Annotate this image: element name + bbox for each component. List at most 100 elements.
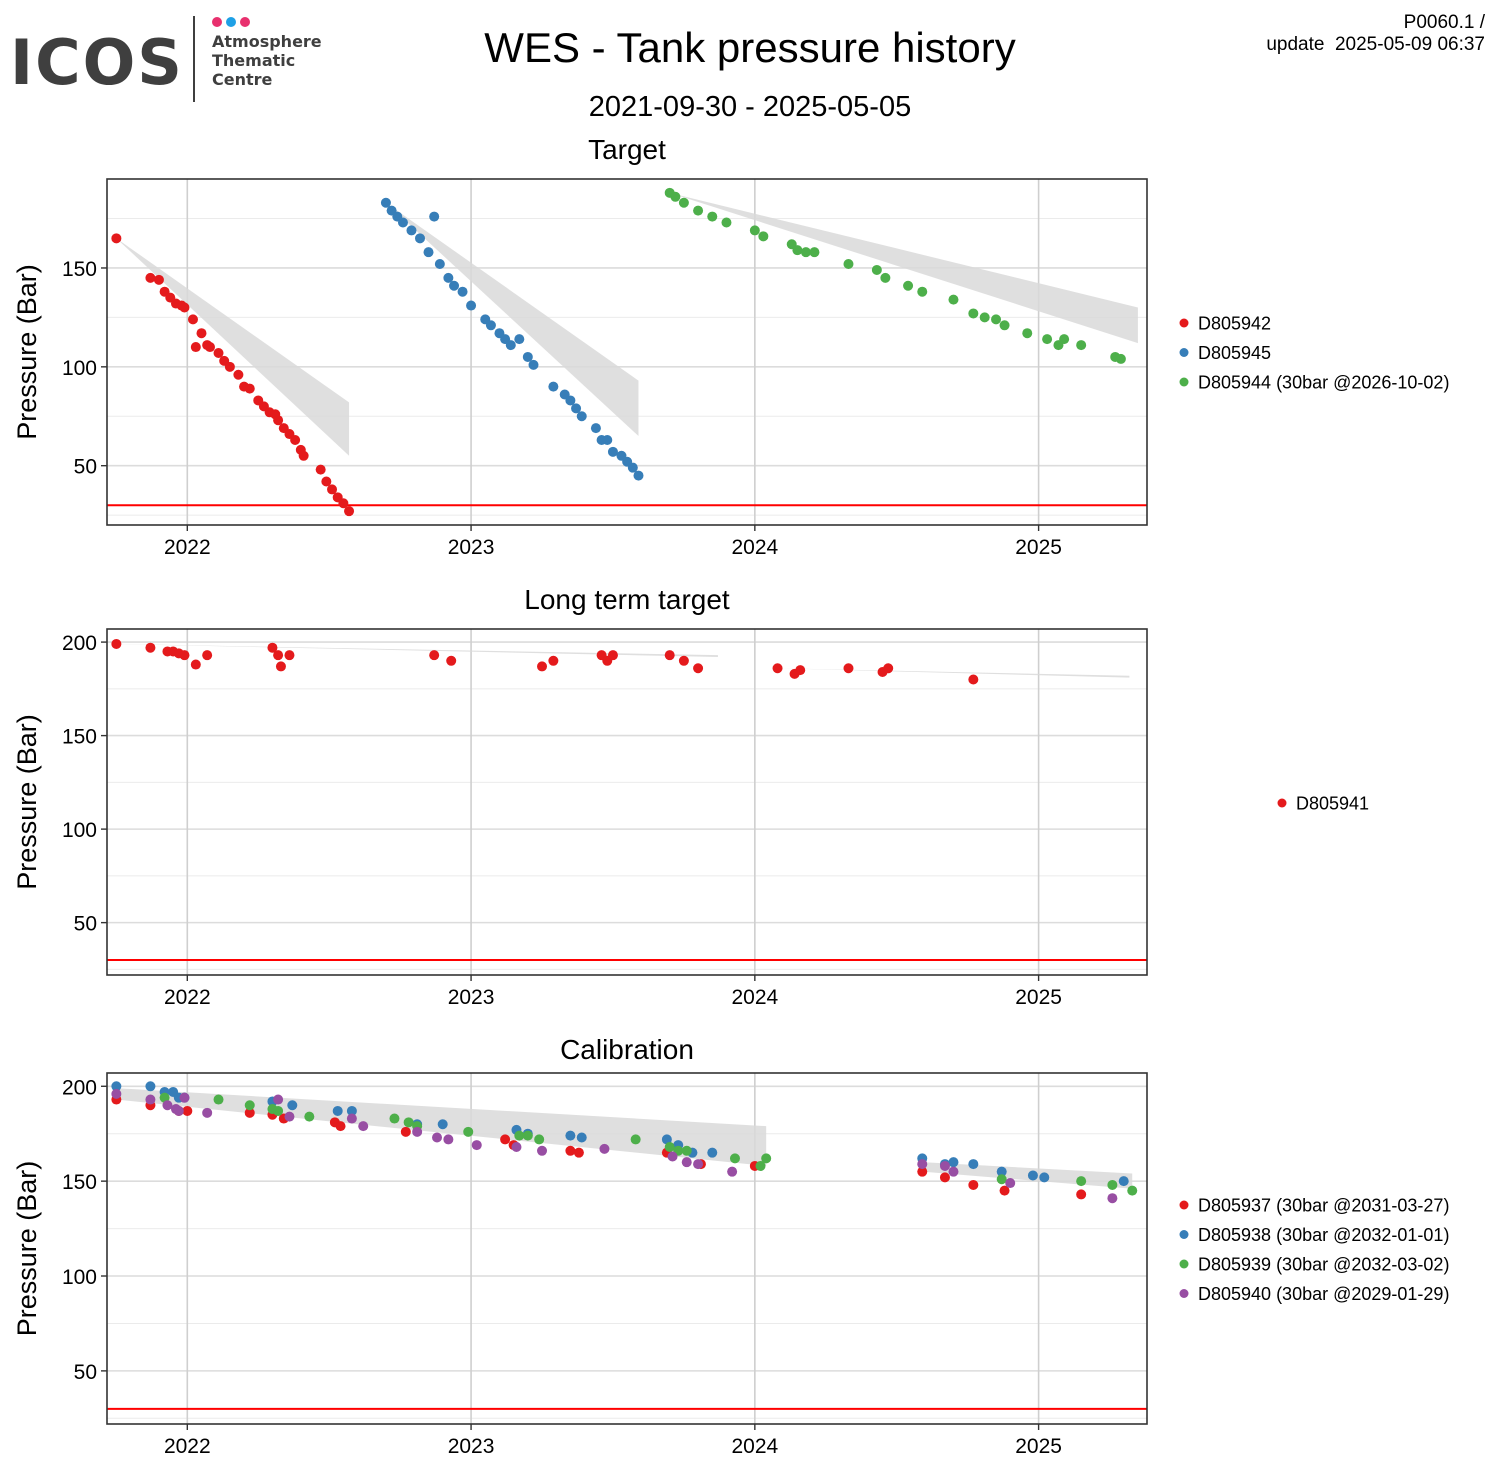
panel-1-point-d805942	[179, 302, 190, 313]
panel-3-point-d805940-30bar-2029-01-29	[162, 1100, 173, 1111]
panel-1-point-d805945	[607, 446, 618, 457]
panel-1-point-d805944-30bar-2026-10-02	[843, 259, 854, 270]
panel-2-point-d805941	[111, 638, 122, 649]
panel-1-point-d805945	[449, 280, 460, 291]
panel-1-series-d805944-30bar-2026-10-02	[664, 187, 1126, 364]
panel-3-point-d805939-30bar-2032-03-02	[304, 1111, 315, 1122]
panel-3-point-d805937-30bar-2031-03-27	[1076, 1189, 1087, 1200]
panel-1-point-d805944-30bar-2026-10-02	[670, 191, 681, 202]
panel-3-point-d805939-30bar-2032-03-02	[755, 1160, 766, 1171]
panel-2-x-tick-label: 2024	[731, 986, 778, 1009]
panel-1-point-d805945	[627, 462, 638, 473]
panel-3-point-d805937-30bar-2031-03-27	[968, 1179, 979, 1190]
panel-3-point-d805939-30bar-2032-03-02	[522, 1130, 533, 1141]
panel-3-point-d805940-30bar-2029-01-29	[599, 1143, 610, 1154]
panel-3-x-tick-label: 2024	[731, 1435, 778, 1458]
panel-3-point-d805940-30bar-2029-01-29	[273, 1094, 284, 1105]
panel-2-point-d805941	[179, 650, 190, 661]
panel-1-point-d805944-30bar-2026-10-02	[917, 286, 928, 297]
panel-1-point-d805942	[273, 415, 284, 426]
panel-3-point-d805938-30bar-2032-01-01	[1118, 1176, 1129, 1187]
panel-1-point-d805945	[485, 320, 496, 331]
panel-3-legend-key-d805937-30bar-2031-03-27	[1179, 1200, 1189, 1210]
panel-2-y-tick-label: 200	[62, 632, 97, 655]
panel-1-point-d805942	[190, 342, 201, 353]
panel-3-y-axis-label: Pressure (Bar)	[12, 1161, 42, 1337]
logo-sub-2: Thematic	[212, 51, 295, 70]
panel-3-point-d805940-30bar-2029-01-29	[412, 1126, 423, 1137]
panel-1-point-d805942	[290, 434, 301, 445]
panel-2-point-d805941	[883, 663, 894, 674]
panel-1-point-d805944-30bar-2026-10-02	[991, 314, 1002, 325]
panel-3-point-d805937-30bar-2031-03-27	[335, 1121, 346, 1132]
panel-3-point-d805939-30bar-2032-03-02	[1127, 1185, 1138, 1196]
panel-1-point-d805944-30bar-2026-10-02	[1059, 334, 1070, 345]
panel-2-point-d805941	[446, 655, 457, 666]
panel-3-point-d805938-30bar-2032-01-01	[287, 1100, 298, 1111]
panel-2-point-d805941	[678, 655, 689, 666]
panel-1-point-d805945	[602, 434, 613, 445]
panel-3-point-d805940-30bar-2029-01-29	[358, 1121, 369, 1132]
panel-1-point-d805942	[213, 347, 224, 358]
panel-3-point-d805937-30bar-2031-03-27	[400, 1126, 411, 1137]
panel-1-projection-band	[116, 238, 350, 456]
panel-3-point-d805938-30bar-2032-01-01	[996, 1166, 1007, 1177]
panel-1-projection-band	[669, 192, 1138, 344]
panel-3-point-d805938-30bar-2032-01-01	[1039, 1172, 1050, 1183]
panel-3-y-tick-label: 200	[62, 1076, 97, 1099]
panel-1-point-d805942	[244, 383, 255, 394]
panel-1-x-tick-label: 2022	[164, 536, 211, 559]
panel-2-projection-band	[777, 668, 1130, 678]
panel-1-plot-area	[107, 179, 1147, 525]
panel-1-x-tick-label: 2023	[448, 536, 495, 559]
panel-3-point-d805939-30bar-2032-03-02	[1076, 1176, 1087, 1187]
panel-1-legend-key-d805945	[1179, 348, 1189, 357]
panel-3-border	[106, 1072, 1148, 1425]
panel-1-point-d805942	[187, 314, 198, 325]
panel-1-point-d805944-30bar-2026-10-02	[707, 211, 718, 222]
date-range: 2021-09-30 - 2025-05-05	[588, 91, 912, 123]
panel-2-point-d805941	[537, 661, 548, 672]
panel-1-series-d805945	[380, 197, 644, 481]
panel-3-series-d805938-30bar-2032-01-01	[111, 1081, 1129, 1187]
panel-1-point-d805942	[224, 361, 235, 372]
panel-1-point-d805945	[457, 286, 468, 297]
panel-1-point-d805944-30bar-2026-10-02	[809, 247, 820, 258]
panel-1-legend-key-d805944-30bar-2026-10-02	[1179, 377, 1189, 387]
panel-2-point-d805941	[284, 650, 295, 661]
icos-logo-graphic: ICOS Atmosphere Thematic Centre	[10, 16, 322, 102]
panel-3-point-d805940-30bar-2029-01-29	[202, 1107, 213, 1118]
panel-1-point-d805942	[344, 506, 355, 517]
panel-3-point-d805940-30bar-2029-01-29	[727, 1166, 738, 1177]
panel-3-point-d805940-30bar-2029-01-29	[511, 1141, 522, 1152]
panel-1-point-d805945	[406, 225, 417, 236]
panel-2-y-tick-label: 150	[62, 726, 97, 749]
panel-3-x-tick-label: 2023	[448, 1435, 495, 1458]
panel-3-point-d805939-30bar-2032-03-02	[213, 1094, 224, 1105]
panel-1-point-d805945	[528, 359, 539, 370]
panel-1-point-d805945	[443, 272, 454, 283]
panel-3-point-d805940-30bar-2029-01-29	[346, 1113, 357, 1124]
panel-1-point-d805945	[414, 233, 425, 244]
panel-2-point-d805941	[267, 642, 278, 653]
panel-3-point-d805939-30bar-2032-03-02	[1107, 1179, 1118, 1190]
panel-3-point-d805937-30bar-2031-03-27	[500, 1134, 511, 1145]
panel-1-point-d805942	[298, 450, 309, 461]
panel-3-point-d805939-30bar-2032-03-02	[664, 1141, 675, 1152]
panel-1-point-d805944-30bar-2026-10-02	[948, 294, 959, 305]
panel-2-point-d805941	[843, 663, 854, 674]
panel-3-point-d805939-30bar-2032-03-02	[534, 1134, 545, 1145]
panel-2-title: Long term target	[524, 584, 730, 615]
panel-3-legend-key-d805940-30bar-2029-01-29	[1179, 1289, 1189, 1298]
logo-dot-1	[212, 17, 222, 27]
panel-1-point-d805942	[145, 272, 156, 283]
panel-3-point-d805939-30bar-2032-03-02	[681, 1145, 692, 1156]
panel-3-series-d805939-30bar-2032-03-02	[159, 1092, 1138, 1196]
version-line-1: P0060.1 /	[1403, 12, 1485, 33]
panel-3-point-d805940-30bar-2029-01-29	[111, 1088, 122, 1099]
panel-2-point-d805941	[202, 650, 213, 661]
panel-1-point-d805942	[315, 464, 326, 475]
logo-dot-2	[226, 17, 236, 27]
panel-1-point-d805945	[434, 259, 445, 270]
